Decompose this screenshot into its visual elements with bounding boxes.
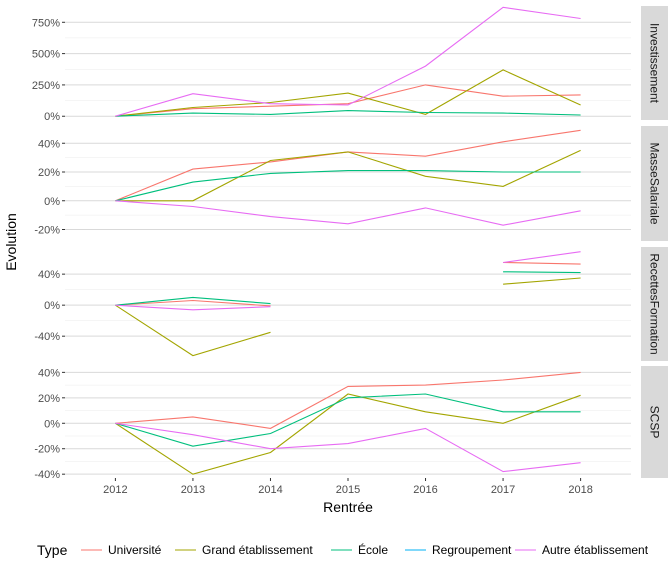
y-tick-label: -20% [34, 225, 60, 237]
panel-background [65, 366, 631, 478]
strip-background [641, 366, 668, 478]
x-tick-label: 2018 [568, 484, 592, 496]
y-tick-label: 0% [44, 111, 60, 123]
x-axis: 2012 2013 2014 2015 2016 2017 2018 [103, 478, 593, 496]
y-tick-label: 20% [38, 167, 60, 179]
series-line-École [115, 110, 581, 117]
facet-panel-4: -40% -20% 0% 20% 40% SCSP [34, 366, 668, 481]
panel-background [65, 6, 631, 120]
legend-item: Université [81, 543, 162, 557]
series-line-École [115, 296, 271, 306]
strip-label: SCSP [648, 406, 662, 439]
x-tick-label: 2012 [103, 484, 127, 496]
legend-item: Autre établissement [515, 543, 649, 557]
series-line-Grand établissement [503, 277, 581, 285]
strip-background [641, 6, 668, 120]
y-tick-label: 40% [38, 138, 60, 150]
series-line-Grand établissement [115, 69, 581, 117]
series-line-Université [115, 371, 581, 429]
series-line-Autre établissement [503, 251, 581, 264]
series-line-Grand établissement [115, 393, 581, 475]
legend-label: Autre établissement [542, 543, 649, 557]
y-tick-label: 0% [44, 418, 60, 430]
legend-item: Grand établissement [175, 543, 313, 557]
y-tick-label: 500% [32, 49, 60, 61]
legend: Type Université Grand établissement École Re… [37, 542, 649, 558]
x-tick-label: 2014 [258, 484, 282, 496]
strip-label: RecettesFormation [648, 253, 662, 354]
legend-title: Type [37, 542, 68, 558]
series-line-École [503, 271, 581, 274]
series-line-Université [115, 84, 581, 117]
series-line-Grand établissement [115, 304, 271, 357]
panel-background [65, 126, 631, 241]
y-tick-label: 0% [44, 300, 60, 312]
y-tick-label: 750% [32, 17, 60, 29]
series-line-Autre établissement [115, 304, 271, 311]
series-line-Université [503, 261, 581, 265]
x-tick-label: 2013 [181, 484, 205, 496]
series-line-Grand établissement [115, 149, 581, 202]
y-tick-label: -40% [34, 331, 60, 343]
facet-panel-3: -40% 0% 40% RecettesFormation [34, 247, 668, 361]
series-line-École [115, 170, 581, 202]
x-tick-label: 2015 [336, 484, 360, 496]
legend-item: Regroupement [405, 543, 512, 557]
y-tick-label: 40% [38, 367, 60, 379]
series-line-Université [115, 299, 271, 307]
series-line-Autre établissement [115, 422, 581, 473]
panel-background [65, 247, 631, 361]
y-tick-label: -40% [34, 469, 60, 481]
x-tick-label: 2017 [491, 484, 515, 496]
series-line-Autre établissement [115, 200, 581, 226]
series-line-École [115, 393, 581, 447]
series-line-Autre établissement [115, 6, 581, 117]
legend-label: École [358, 542, 388, 557]
strip-label: Investissement [648, 23, 662, 104]
facet-panel-2: -20% 0% 20% 40% MasseSalariale [34, 126, 668, 241]
x-tick-label: 2016 [413, 484, 437, 496]
strip-label: MasseSalariale [648, 142, 662, 224]
y-tick-label: 20% [38, 393, 60, 405]
x-axis-title: Rentrée [323, 499, 373, 515]
legend-label: Université [108, 543, 162, 557]
y-tick-label: -20% [34, 444, 60, 456]
facet-panel-1: 0% 250% 500% 750% Investissement [32, 6, 668, 123]
y-axis-title: Evolution [3, 213, 19, 271]
panels: 0% 250% 500% 750% Investissement -20% 0% 20% 40%… [32, 6, 668, 481]
legend-label: Regroupement [432, 543, 512, 557]
strip-background [641, 247, 668, 361]
y-tick-label: 40% [38, 269, 60, 281]
strip-background [641, 126, 668, 241]
y-tick-label: 250% [32, 80, 60, 92]
legend-item: École [331, 542, 388, 557]
legend-label: Grand établissement [202, 543, 313, 557]
y-tick-label: 0% [44, 196, 60, 208]
